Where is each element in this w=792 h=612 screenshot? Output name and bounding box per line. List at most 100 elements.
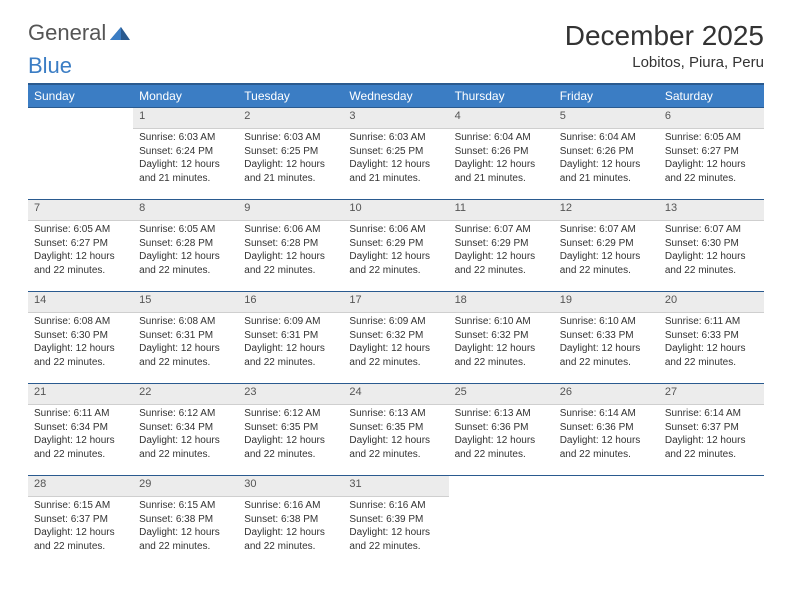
sunrise-line: Sunrise: 6:06 AM	[244, 223, 337, 237]
sunset-line: Sunset: 6:30 PM	[34, 329, 127, 343]
weekday-header: Wednesday	[343, 84, 448, 108]
day-content-cell: Sunrise: 6:13 AMSunset: 6:36 PMDaylight:…	[449, 405, 554, 476]
sunset-line: Sunset: 6:30 PM	[665, 237, 758, 251]
day-content-row: Sunrise: 6:08 AM Sunset: 6:30 PM Daylight:…	[28, 313, 764, 384]
sunrise-line: Sunrise: 6:03 AM	[244, 131, 337, 145]
sunset-line: Sunset: 6:29 PM	[455, 237, 548, 251]
day-number-cell: 10	[343, 200, 448, 221]
day-content-cell	[659, 497, 764, 568]
weekday-header-row: Sunday Monday Tuesday Wednesday Thursday…	[28, 84, 764, 108]
sunrise-line: Sunrise: 6:13 AM	[455, 407, 548, 421]
sunrise-line: Sunrise: 6:06 AM	[349, 223, 442, 237]
sunset-line: Sunset: 6:36 PM	[560, 421, 653, 435]
sunrise-line: Sunrise: 6:08 AM	[139, 315, 232, 329]
sunrise-line: Sunrise: 6:15 AM	[34, 499, 127, 513]
day-content-cell: Sunrise: 6:16 AMSunset: 6:38 PMDaylight:…	[238, 497, 343, 568]
day-content-cell: Sunrise: 6:07 AMSunset: 6:29 PMDaylight:…	[554, 221, 659, 292]
sunset-line: Sunset: 6:29 PM	[560, 237, 653, 251]
day-number-cell: 8	[133, 200, 238, 221]
sunset-line: Sunset: 6:34 PM	[139, 421, 232, 435]
day-number-cell: 7	[28, 200, 133, 221]
day-number-cell: 28	[28, 476, 133, 497]
day-number-row: 123456	[28, 108, 764, 129]
sunset-line: Sunset: 6:39 PM	[349, 513, 442, 527]
day-content-cell: Sunrise: 6:07 AMSunset: 6:29 PMDaylight:…	[449, 221, 554, 292]
day-number-cell: 3	[343, 108, 448, 129]
sunset-line: Sunset: 6:25 PM	[349, 145, 442, 159]
day-content-row: Sunrise: 6:15 AMSunset: 6:37 PMDaylight:…	[28, 497, 764, 568]
day-content-cell: Sunrise: 6:05 AMSunset: 6:28 PMDaylight:…	[133, 221, 238, 292]
day-number-cell: 6	[659, 108, 764, 129]
day-content-row: Sunrise: 6:05 AM Sunset: 6:27 PM Daylight:…	[28, 221, 764, 292]
sunrise-line: Sunrise: 6:07 AM	[665, 223, 758, 237]
day-number-cell: 13	[659, 200, 764, 221]
daylight-line: Daylight: 12 hours and 21 minutes.	[139, 158, 232, 185]
day-content-cell	[28, 129, 133, 200]
day-content-cell: Sunrise: 6:07 AMSunset: 6:30 PMDaylight:…	[659, 221, 764, 292]
sunset-line: Sunset: 6:34 PM	[34, 421, 127, 435]
day-content-cell: Sunrise: 6:13 AMSunset: 6:35 PMDaylight:…	[343, 405, 448, 476]
day-content-cell: Sunrise: 6:03 AMSunset: 6:25 PMDaylight:…	[343, 129, 448, 200]
day-number-cell: 25	[449, 384, 554, 405]
sunset-line: Sunset: 6:31 PM	[244, 329, 337, 343]
sunset-line: Sunset: 6:24 PM	[139, 145, 232, 159]
day-number-cell: 12	[554, 200, 659, 221]
daylight-line: Daylight: 12 hours and 22 minutes.	[244, 342, 337, 369]
day-number-cell: 31	[343, 476, 448, 497]
day-content-cell: Sunrise: 6:16 AMSunset: 6:39 PMDaylight:…	[343, 497, 448, 568]
daylight-line: Daylight: 12 hours and 22 minutes.	[349, 250, 442, 277]
sunrise-line: Sunrise: 6:11 AM	[665, 315, 758, 329]
day-content-cell: Sunrise: 6:09 AMSunset: 6:32 PMDaylight:…	[343, 313, 448, 384]
day-number-cell: 17	[343, 292, 448, 313]
weekday-header: Thursday	[449, 84, 554, 108]
day-content-cell: Sunrise: 6:14 AMSunset: 6:36 PMDaylight:…	[554, 405, 659, 476]
sunrise-line: Sunrise: 6:12 AM	[139, 407, 232, 421]
daylight-line: Daylight: 12 hours and 22 minutes.	[665, 250, 758, 277]
sunrise-line: Sunrise: 6:05 AM	[139, 223, 232, 237]
sunrise-line: Sunrise: 6:05 AM	[665, 131, 758, 145]
day-number-cell	[659, 476, 764, 497]
daylight-line: Daylight: 12 hours and 22 minutes.	[244, 526, 337, 553]
day-content-cell: Sunrise: 6:05 AMSunset: 6:27 PMDaylight:…	[28, 221, 133, 292]
sunset-line: Sunset: 6:28 PM	[244, 237, 337, 251]
sunrise-line: Sunrise: 6:03 AM	[349, 131, 442, 145]
sunset-line: Sunset: 6:27 PM	[34, 237, 127, 251]
sunrise-line: Sunrise: 6:04 AM	[560, 131, 653, 145]
sunrise-line: Sunrise: 6:10 AM	[455, 315, 548, 329]
day-content-cell	[554, 497, 659, 568]
day-content-cell: Sunrise: 6:08 AMSunset: 6:31 PMDaylight:…	[133, 313, 238, 384]
day-content-cell: Sunrise: 6:12 AMSunset: 6:34 PMDaylight:…	[133, 405, 238, 476]
sunset-line: Sunset: 6:38 PM	[139, 513, 232, 527]
daylight-line: Daylight: 12 hours and 22 minutes.	[560, 342, 653, 369]
sunset-line: Sunset: 6:32 PM	[349, 329, 442, 343]
day-content-cell: Sunrise: 6:08 AMSunset: 6:30 PMDaylight:…	[28, 313, 133, 384]
day-number-cell: 22	[133, 384, 238, 405]
day-content-cell: Sunrise: 6:10 AMSunset: 6:33 PMDaylight:…	[554, 313, 659, 384]
day-content-row: Sunrise: 6:03 AMSunset: 6:24 PMDaylight:…	[28, 129, 764, 200]
sunset-line: Sunset: 6:25 PM	[244, 145, 337, 159]
daylight-line: Daylight: 12 hours and 21 minutes.	[244, 158, 337, 185]
day-number-cell: 1	[133, 108, 238, 129]
day-number-row: 21222324252627	[28, 384, 764, 405]
daylight-line: Daylight: 12 hours and 22 minutes.	[349, 434, 442, 461]
weekday-header: Saturday	[659, 84, 764, 108]
daylight-line: Daylight: 12 hours and 22 minutes.	[665, 434, 758, 461]
calendar-table: Sunday Monday Tuesday Wednesday Thursday…	[28, 83, 764, 567]
day-content-cell: Sunrise: 6:04 AMSunset: 6:26 PMDaylight:…	[449, 129, 554, 200]
sunrise-line: Sunrise: 6:12 AM	[244, 407, 337, 421]
weekday-header: Sunday	[28, 84, 133, 108]
sunrise-line: Sunrise: 6:16 AM	[349, 499, 442, 513]
sunrise-line: Sunrise: 6:14 AM	[665, 407, 758, 421]
sunrise-line: Sunrise: 6:04 AM	[455, 131, 548, 145]
sunset-line: Sunset: 6:35 PM	[244, 421, 337, 435]
daylight-line: Daylight: 12 hours and 22 minutes.	[244, 250, 337, 277]
day-content-cell: Sunrise: 6:11 AMSunset: 6:34 PMDaylight:…	[28, 405, 133, 476]
sunset-line: Sunset: 6:26 PM	[455, 145, 548, 159]
day-number-cell	[554, 476, 659, 497]
day-number-cell: 11	[449, 200, 554, 221]
day-number-cell: 15	[133, 292, 238, 313]
day-content-cell: Sunrise: 6:14 AMSunset: 6:37 PMDaylight:…	[659, 405, 764, 476]
daylight-line: Daylight: 12 hours and 22 minutes.	[34, 526, 127, 553]
logo-text-1: General	[28, 20, 106, 46]
day-content-cell: Sunrise: 6:05 AMSunset: 6:27 PMDaylight:…	[659, 129, 764, 200]
